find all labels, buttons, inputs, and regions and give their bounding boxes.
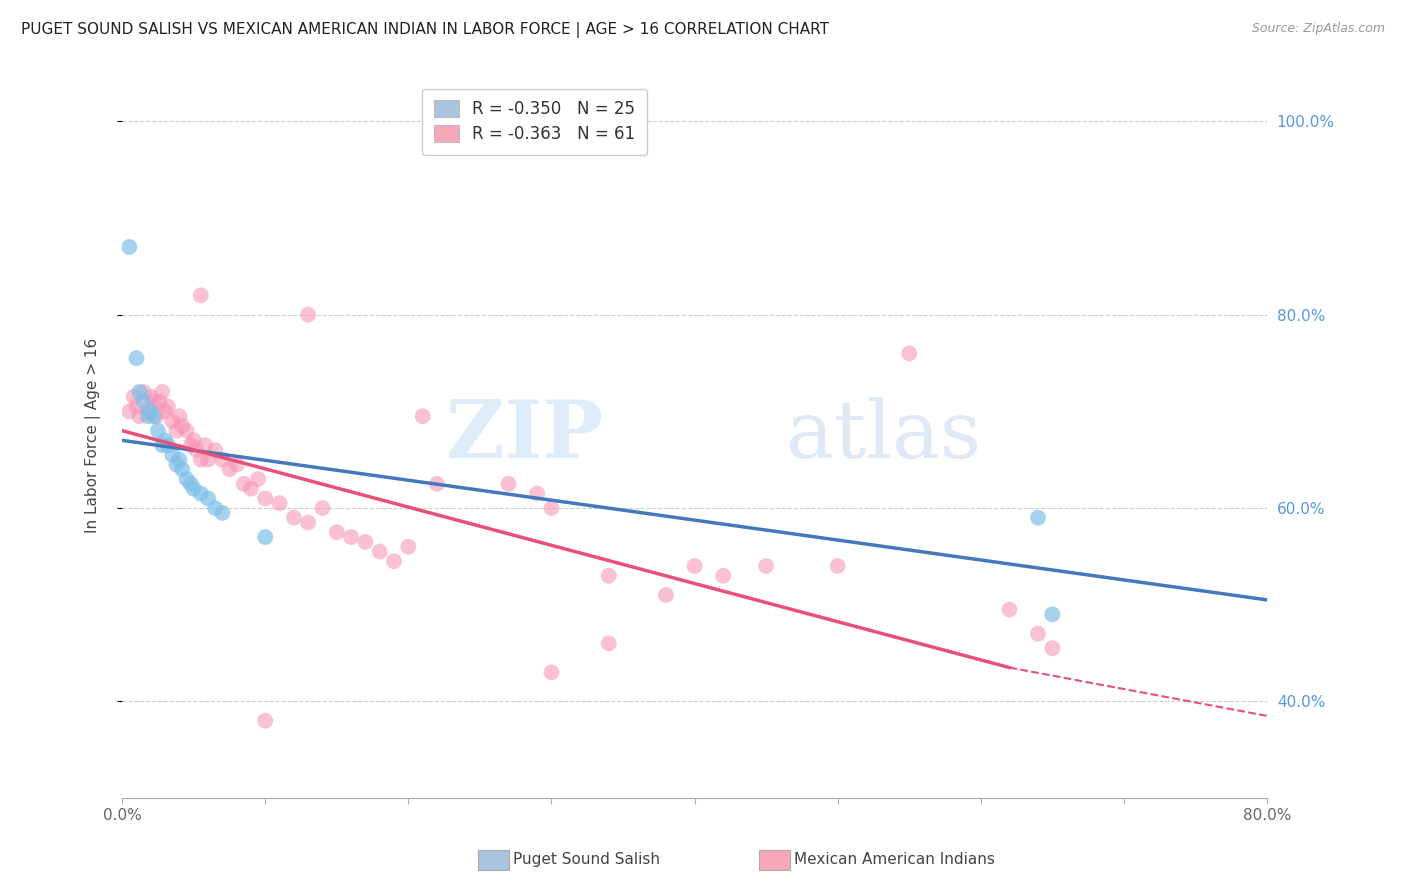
Point (160, 414, 183, 428)
Point (311, 501, 333, 516)
Point (172, 418, 194, 433)
Point (153, 404, 176, 418)
Point (247, 472, 270, 486)
Point (145, 409, 167, 424)
Point (368, 544, 391, 558)
Point (211, 452, 233, 467)
Point (150, 384, 173, 399)
Point (1040, 641, 1063, 656)
Point (204, 501, 226, 516)
Text: atlas: atlas (786, 397, 981, 475)
Point (194, 438, 217, 452)
Point (827, 559, 849, 574)
Point (211, 506, 233, 520)
Point (197, 491, 219, 506)
Point (655, 588, 678, 602)
Point (683, 559, 706, 574)
Point (128, 384, 150, 399)
Point (225, 458, 247, 472)
Point (132, 394, 155, 409)
Point (139, 390, 162, 404)
Point (540, 665, 562, 680)
Point (254, 491, 277, 506)
Point (382, 554, 405, 568)
Point (297, 308, 319, 322)
Point (998, 602, 1021, 616)
Point (153, 434, 176, 448)
Point (156, 400, 179, 414)
Point (146, 424, 169, 438)
Point (204, 443, 226, 458)
Point (166, 424, 188, 438)
Point (169, 452, 191, 467)
Point (297, 516, 319, 530)
Point (142, 394, 165, 409)
Point (172, 462, 194, 476)
Point (180, 476, 202, 491)
Point (498, 476, 520, 491)
Point (190, 452, 212, 467)
Point (180, 438, 202, 452)
Point (340, 530, 363, 544)
Point (118, 404, 141, 418)
Point (254, 714, 277, 728)
Point (197, 452, 219, 467)
Point (150, 438, 173, 452)
Point (148, 394, 170, 409)
Text: ZIP: ZIP (446, 397, 603, 475)
Point (176, 424, 198, 438)
Point (540, 501, 562, 516)
Point (183, 482, 205, 496)
Point (186, 443, 208, 458)
Point (898, 346, 921, 360)
Point (136, 409, 159, 424)
Point (190, 288, 212, 302)
Point (755, 559, 778, 574)
Legend: R = -0.350   N = 25, R = -0.363   N = 61: R = -0.350 N = 25, R = -0.363 N = 61 (422, 88, 647, 155)
Point (598, 568, 620, 582)
Point (711, 568, 734, 582)
Text: PUGET SOUND SALISH VS MEXICAN AMERICAN INDIAN IN LABOR FORCE | AGE > 16 CORRELAT: PUGET SOUND SALISH VS MEXICAN AMERICAN I… (21, 22, 830, 38)
Point (232, 476, 254, 491)
Point (426, 476, 449, 491)
Point (526, 486, 548, 500)
Text: Puget Sound Salish: Puget Sound Salish (513, 853, 661, 867)
Point (269, 496, 291, 510)
Y-axis label: In Labor Force | Age > 16: In Labor Force | Age > 16 (86, 338, 101, 533)
Point (190, 486, 212, 500)
Point (122, 390, 145, 404)
Point (156, 438, 179, 452)
Point (1026, 626, 1049, 640)
Point (412, 409, 434, 424)
Point (169, 409, 191, 424)
Point (218, 462, 240, 476)
Point (125, 351, 148, 366)
Point (132, 384, 155, 399)
Point (176, 472, 198, 486)
Point (396, 540, 419, 554)
Point (125, 400, 148, 414)
Point (1026, 510, 1049, 524)
Point (142, 409, 165, 424)
Point (239, 482, 262, 496)
Text: Source: ZipAtlas.com: Source: ZipAtlas.com (1251, 22, 1385, 36)
Point (166, 458, 188, 472)
Point (1040, 607, 1063, 622)
Point (128, 409, 150, 424)
Point (139, 404, 162, 418)
Text: Mexican American Indians: Mexican American Indians (794, 853, 995, 867)
Point (160, 448, 183, 462)
Point (598, 636, 620, 650)
Point (254, 530, 277, 544)
Point (183, 434, 205, 448)
Point (118, 240, 141, 254)
Point (354, 534, 377, 549)
Point (326, 525, 349, 540)
Point (283, 510, 305, 524)
Point (136, 404, 159, 418)
